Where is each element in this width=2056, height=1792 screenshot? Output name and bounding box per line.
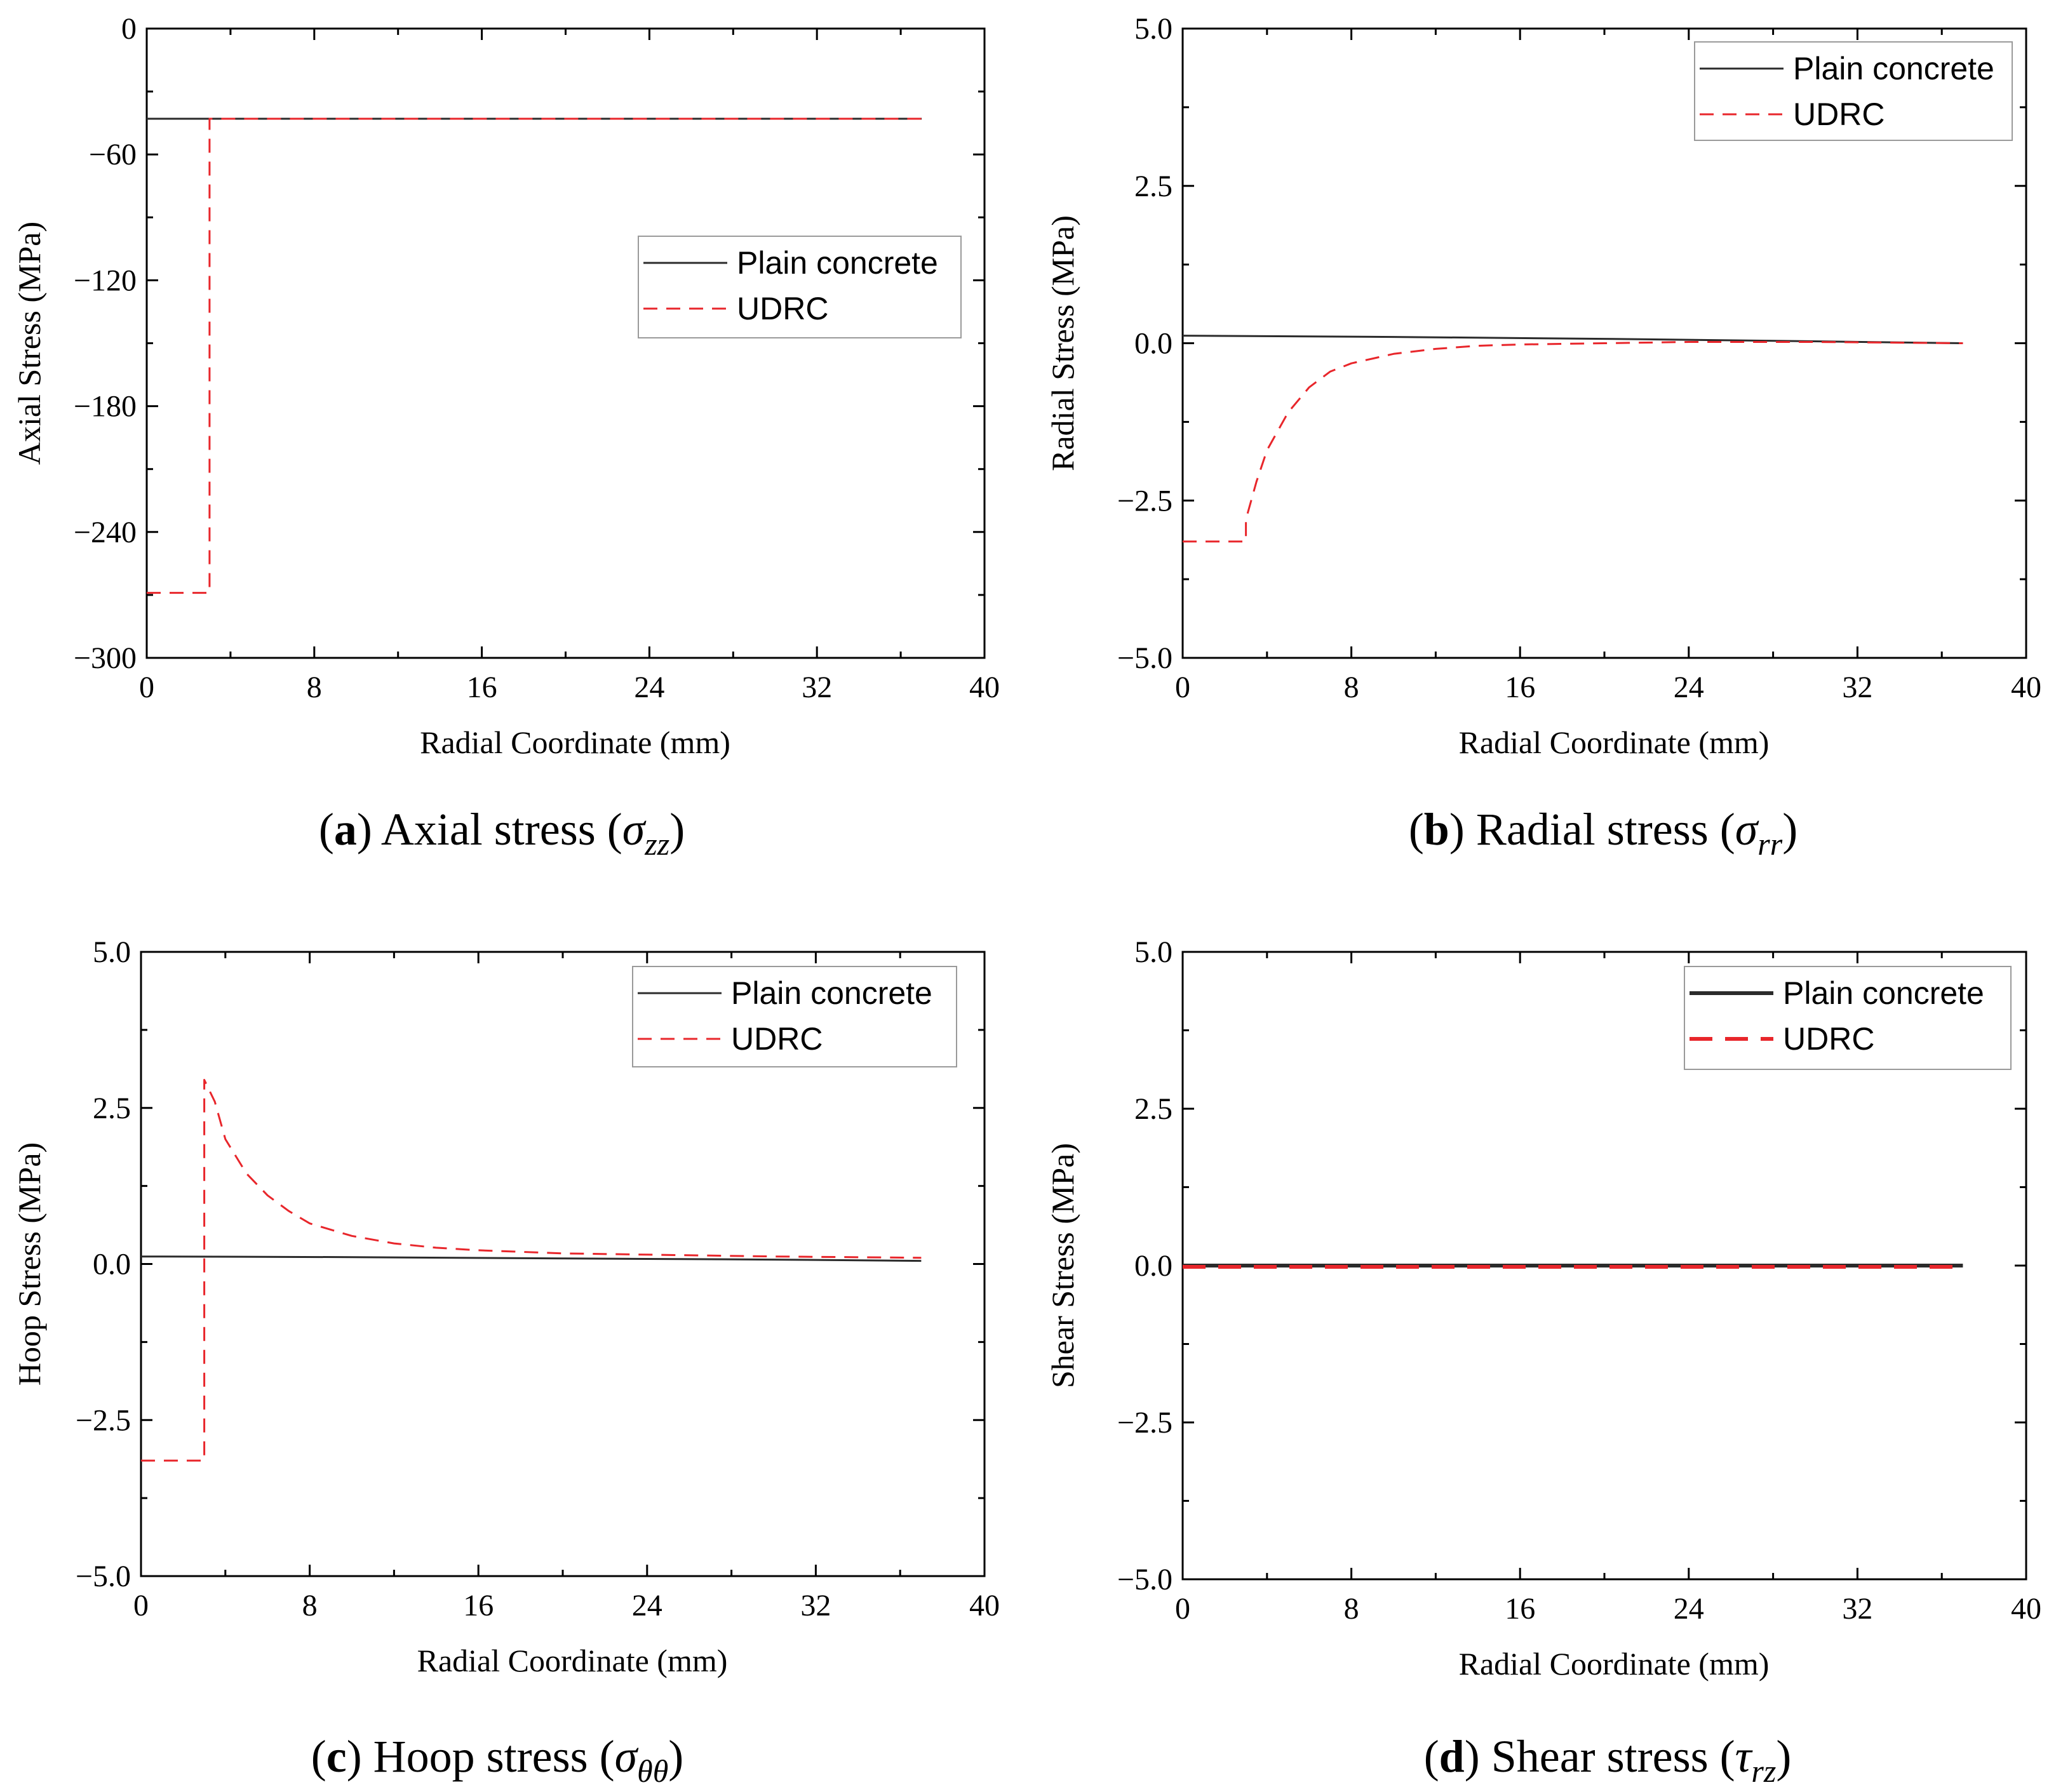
x-tick-label-c-1: 8 bbox=[302, 1589, 318, 1622]
x-tick-label-a-2: 16 bbox=[467, 671, 497, 704]
chart-panel-d: 0 8 16 24 32 40 5.0 2.5 0.0 −2.5 −5.0 Radial Coordi… bbox=[1045, 935, 2041, 1789]
x-tick-label-b-3: 24 bbox=[1674, 671, 1704, 704]
y-tick-label-a-5: −300 bbox=[74, 641, 137, 675]
legend-label-c-udrc: UDRC bbox=[731, 1021, 823, 1057]
series-line-b-udrc bbox=[1183, 341, 1963, 543]
x-tick-label-c-5: 40 bbox=[969, 1589, 1000, 1622]
y-tick-label-c-0: 5.0 bbox=[93, 935, 131, 969]
chart-panel-c: 0 8 16 24 32 40 5.0 2.5 0.0 −2.5 −5.0 Radial Coordi… bbox=[11, 935, 1000, 1789]
y-axis-title-a: Axial Stress (MPa) bbox=[11, 222, 47, 465]
panel-caption-d: (d) Shear stress (τrz) bbox=[1424, 1731, 1792, 1789]
x-tick-label-a-4: 32 bbox=[802, 671, 832, 704]
panel-caption-c: (c) Hoop stress (σθθ) bbox=[311, 1731, 684, 1789]
y-tick-label-c-4: −5.0 bbox=[76, 1560, 131, 1593]
legend-label-c-plain-concrete: Plain concrete bbox=[731, 975, 932, 1011]
y-tick-label-a-2: −120 bbox=[74, 264, 137, 297]
y-axis-title-d: Shear Stress (MPa) bbox=[1045, 1143, 1080, 1388]
y-tick-label-a-4: −240 bbox=[74, 516, 137, 549]
y-tick-label-d-2: 0.0 bbox=[1134, 1249, 1172, 1283]
x-tick-label-b-5: 40 bbox=[2011, 671, 2041, 704]
chart-panel-b: 0 8 16 24 32 40 5.0 2.5 0.0 −2.5 −5.0 Radial Coordi… bbox=[1045, 12, 2041, 862]
x-tick-label-c-4: 32 bbox=[800, 1589, 831, 1622]
x-tick-label-b-2: 16 bbox=[1505, 671, 1535, 704]
x-axis-title-c: Radial Coordinate (mm) bbox=[417, 1643, 728, 1678]
y-tick-label-a-3: −180 bbox=[74, 390, 137, 424]
x-tick-label-a-1: 8 bbox=[307, 671, 322, 704]
x-tick-label-a-5: 40 bbox=[969, 671, 1000, 704]
y-tick-label-c-3: −2.5 bbox=[76, 1403, 131, 1437]
plot-frame-a bbox=[145, 27, 986, 659]
panel-caption-a: (a) Axial stress (σzz) bbox=[319, 804, 685, 862]
chart-panel-a: 0 8 16 24 32 40 0 −60 −120 −180 −240 −300 Radial Coo… bbox=[11, 12, 1000, 862]
legend-box-b bbox=[1694, 41, 2013, 141]
x-tick-label-d-1: 8 bbox=[1344, 1592, 1359, 1626]
y-tick-label-d-4: −5.0 bbox=[1117, 1563, 1172, 1596]
x-axis-title-b: Radial Coordinate (mm) bbox=[1459, 725, 1770, 760]
x-tick-label-b-0: 0 bbox=[1175, 671, 1190, 704]
x-axis-title-d: Radial Coordinate (mm) bbox=[1459, 1646, 1770, 1682]
x-tick-label-d-3: 24 bbox=[1674, 1592, 1704, 1626]
x-tick-label-c-3: 24 bbox=[632, 1589, 662, 1622]
x-axis-title-a: Radial Coordinate (mm) bbox=[420, 725, 730, 760]
x-tick-label-b-4: 32 bbox=[1842, 671, 1872, 704]
x-tick-label-d-5: 40 bbox=[2011, 1592, 2041, 1626]
series-line-a-udrc bbox=[147, 117, 922, 594]
x-tick-label-c-0: 0 bbox=[133, 1589, 149, 1622]
y-tick-label-d-1: 2.5 bbox=[1134, 1092, 1172, 1126]
legend-label-b-plain-concrete: Plain concrete bbox=[1793, 51, 1994, 86]
legend-box-c bbox=[632, 966, 957, 1067]
x-tick-label-c-2: 16 bbox=[463, 1589, 494, 1622]
y-axis-title-b: Radial Stress (MPa) bbox=[1045, 215, 1080, 471]
y-tick-label-b-0: 5.0 bbox=[1134, 12, 1172, 46]
y-tick-label-d-3: −2.5 bbox=[1117, 1406, 1172, 1440]
y-tick-label-c-1: 2.5 bbox=[93, 1092, 131, 1125]
x-tick-label-d-2: 16 bbox=[1505, 1592, 1535, 1626]
y-tick-label-b-1: 2.5 bbox=[1134, 170, 1172, 203]
x-tick-label-a-0: 0 bbox=[139, 671, 154, 704]
legend-label-a-plain-concrete: Plain concrete bbox=[737, 245, 938, 281]
legend-label-b-udrc: UDRC bbox=[1793, 97, 1885, 132]
x-tick-label-a-3: 24 bbox=[634, 671, 664, 704]
legend-label-a-udrc: UDRC bbox=[737, 291, 828, 326]
series-line-c-plain-concrete bbox=[140, 1255, 922, 1262]
legend-box-a bbox=[638, 236, 962, 338]
series-line-b-plain-concrete bbox=[1182, 335, 1963, 344]
series-line-c-udrc bbox=[141, 1079, 922, 1462]
y-tick-label-b-3: −2.5 bbox=[1117, 484, 1172, 518]
legend-label-d-plain-concrete: Plain concrete bbox=[1783, 975, 1984, 1011]
y-tick-label-c-2: 0.0 bbox=[93, 1248, 131, 1281]
y-tick-label-d-0: 5.0 bbox=[1134, 935, 1172, 969]
y-tick-label-a-0: 0 bbox=[121, 12, 137, 46]
legend-box-d bbox=[1684, 966, 2012, 1070]
x-tick-label-d-0: 0 bbox=[1175, 1592, 1190, 1626]
x-tick-label-b-1: 8 bbox=[1344, 671, 1359, 704]
x-tick-label-d-4: 32 bbox=[1842, 1592, 1872, 1626]
y-tick-label-a-1: −60 bbox=[89, 138, 137, 171]
y-tick-label-b-2: 0.0 bbox=[1134, 327, 1172, 361]
legend-label-d-udrc: UDRC bbox=[1783, 1021, 1874, 1057]
y-tick-label-b-4: −5.0 bbox=[1117, 641, 1172, 675]
panel-caption-b: (b) Radial stress (σrr) bbox=[1409, 804, 1797, 862]
y-axis-title-c: Hoop Stress (MPa) bbox=[11, 1142, 47, 1386]
